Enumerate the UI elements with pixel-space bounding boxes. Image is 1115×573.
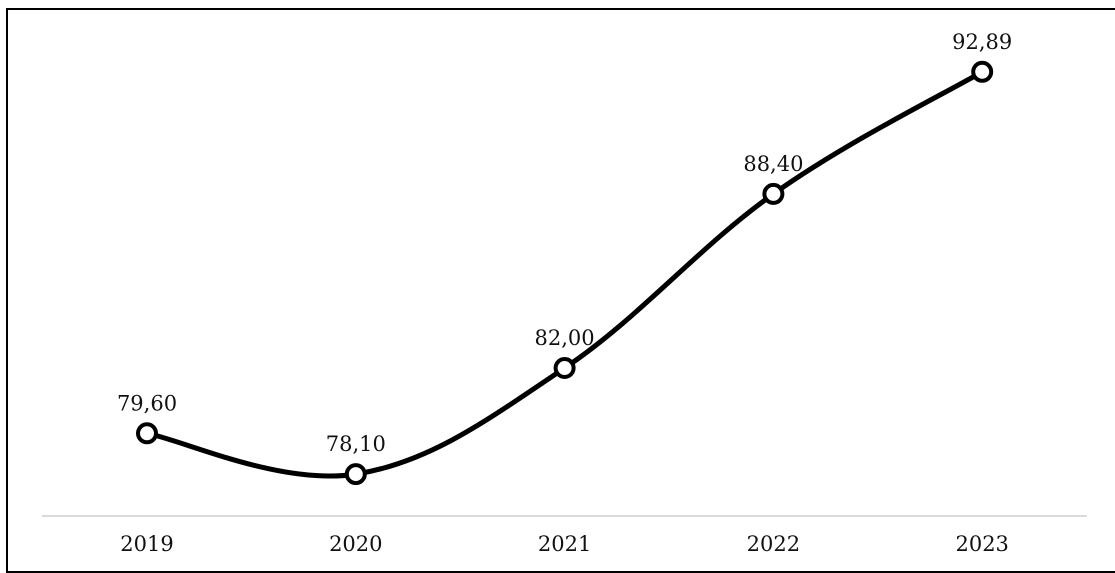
x-tick-label-2023: 2023 — [955, 532, 1008, 556]
x-tick-label-2019: 2019 — [120, 532, 173, 556]
data-point-2020 — [344, 463, 367, 486]
data-point-2019 — [136, 422, 158, 445]
series-line — [144, 69, 985, 479]
x-tick-label-2020: 2020 — [329, 532, 382, 556]
data-label-2023: 92,89 — [952, 30, 1012, 54]
x-tick-label-2021: 2021 — [538, 532, 591, 556]
data-point-2021 — [553, 357, 576, 380]
data-point-2023 — [971, 60, 994, 83]
data-label-2020: 78,10 — [326, 432, 386, 456]
data-point-2022 — [762, 182, 785, 205]
data-label-2022: 88,40 — [743, 152, 803, 176]
data-label-2019: 79,60 — [117, 391, 177, 415]
x-tick-label-2022: 2022 — [747, 532, 800, 556]
data-label-2021: 82,00 — [535, 326, 595, 350]
